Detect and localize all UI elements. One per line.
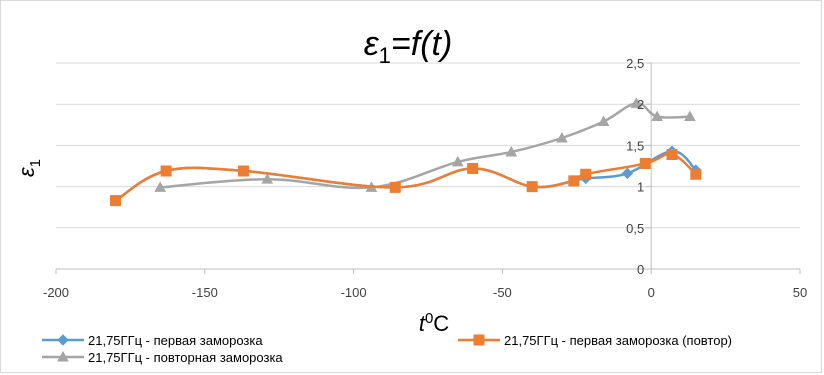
legend-marker-0 <box>57 334 69 346</box>
legend-marker-1 <box>473 334 485 346</box>
series-2-point-5 <box>556 131 568 143</box>
series-1-point-8 <box>639 158 651 170</box>
legend-label-1: 21,75ГГц - первая заморозка (повтор) <box>504 333 732 348</box>
chart-title-rest: =f(t) <box>391 25 452 63</box>
y-tick-label-0: 0 <box>637 262 644 277</box>
legend-item-1: 21,75ГГц - первая заморозка (повтор) <box>458 333 732 348</box>
x-tick-label-5: 50 <box>793 285 807 300</box>
series-2-point-1 <box>261 173 274 184</box>
x-axis-label-rest: C <box>433 311 449 336</box>
grid-lines <box>56 62 800 229</box>
chart-title-sub: 1 <box>379 43 391 68</box>
legend-item-2: 21,75ГГц - повторная заморозка <box>42 350 283 365</box>
series-2-point-0 <box>154 181 167 192</box>
series-2-point-9 <box>684 110 696 122</box>
series <box>109 97 702 207</box>
series-1-point-5 <box>526 181 538 193</box>
x-tick-label-3: -50 <box>493 285 512 300</box>
x-tick-label-1: -150 <box>192 285 218 300</box>
legend: 21,75ГГц - первая заморозка 21,75ГГц - п… <box>42 333 732 365</box>
axes <box>55 62 801 274</box>
y-axis-label-main: ε <box>14 167 39 177</box>
series-1-point-10 <box>690 168 702 180</box>
y-tick-label-4: 2 <box>637 97 644 112</box>
x-tick-label-4: 0 <box>648 285 655 300</box>
series-2-point-7 <box>630 97 643 108</box>
series-2-point-3 <box>451 155 464 167</box>
series-2-point-6 <box>597 115 610 127</box>
legend-label-2: 21,75ГГц - повторная заморозка <box>88 350 283 365</box>
series-0-point-8 <box>621 167 634 180</box>
x-axis-label-main: t <box>419 311 426 336</box>
series-1-point-7 <box>580 168 592 180</box>
series-1-point-6 <box>568 175 580 187</box>
x-tick-label-0: -200 <box>43 285 69 300</box>
tick-labels: -200 -150 -100 -50 0 50 0 0,5 1 1,5 2 2,5 <box>43 56 807 300</box>
series-1-point-4 <box>467 162 479 174</box>
series-1-point-0 <box>110 195 122 207</box>
series-1-point-1 <box>160 165 172 177</box>
y-tick-label-3: 1,5 <box>626 138 644 153</box>
series-1-point-9 <box>666 148 678 160</box>
chart-title-main: ε <box>364 25 380 63</box>
series-1-point-3 <box>389 181 401 193</box>
y-tick-label-2: 1 <box>637 180 644 195</box>
y-axis-label: ε1 <box>14 159 44 177</box>
x-tick-label-2: -100 <box>341 285 367 300</box>
y-tick-label-5: 2,5 <box>626 56 644 71</box>
y-axis-label-sub: 1 <box>27 159 44 167</box>
chart-title: ε1=f(t) <box>364 25 453 68</box>
series-1-point-2 <box>237 165 249 177</box>
legend-marker-2 <box>57 350 69 362</box>
x-axis-label: t0C <box>419 310 449 336</box>
series-2-point-8 <box>651 110 664 122</box>
y-tick-label-1: 0,5 <box>626 221 644 236</box>
legend-item-0: 21,75ГГц - первая заморозка <box>42 333 263 348</box>
series-line-0 <box>114 149 697 202</box>
series-2-point-4 <box>505 145 518 157</box>
legend-label-0: 21,75ГГц - первая заморозка <box>88 333 263 348</box>
x-axis-label-sup: 0 <box>425 310 433 327</box>
